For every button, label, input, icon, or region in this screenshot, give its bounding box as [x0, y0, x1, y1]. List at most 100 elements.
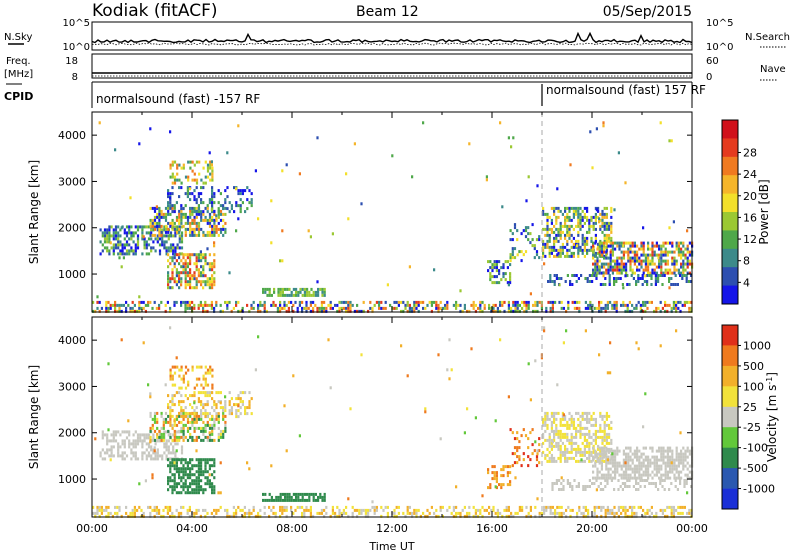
range-gate-cell-0-11 — [114, 306, 117, 310]
range-gate-cell-1-9 — [598, 476, 601, 480]
range-gate-cell-0-11 — [305, 309, 308, 313]
range-gate-cell-1-3 — [191, 491, 194, 495]
range-gate-cell-0-7 — [527, 232, 530, 236]
range-gate-cell-1-2 — [178, 391, 181, 395]
range-gate-cell-0-11 — [428, 300, 431, 304]
range-gate-cell-1-11 — [670, 514, 673, 518]
range-gate-cell-0-9 — [600, 262, 603, 266]
range-gate-cell-1-9 — [636, 458, 639, 462]
range-gate-cell-1-9 — [614, 464, 617, 468]
range-gate-cell-1-3 — [186, 491, 189, 495]
range-gate-cell-0-1 — [186, 215, 190, 219]
range-gate-cell-0-0 — [176, 243, 179, 247]
range-gate-cell-0-3 — [184, 262, 187, 266]
range-gate-cell-0-3 — [173, 265, 176, 269]
range-gate-cell-1-11 — [595, 505, 598, 509]
range-gate-cell-0-10 — [637, 280, 640, 283]
range-gate-cell-1-3 — [191, 464, 194, 468]
range-gate-cell-0-8 — [572, 206, 575, 210]
range-gate-cell-1-8 — [583, 435, 586, 439]
range-gate-cell-0-3 — [171, 274, 174, 278]
range-gate-cell-1-3 — [184, 461, 187, 465]
range-gate-cell-0-11 — [635, 306, 638, 310]
range-gate-cell-1-1 — [213, 423, 216, 427]
range-gate-cell-0-0 — [141, 237, 144, 241]
range-gate-cell-0-8 — [548, 215, 551, 219]
range-gate-cell-1-0 — [165, 457, 168, 461]
range-gate-cell-1-8 — [601, 456, 604, 460]
range-gate-cell-0-12 — [595, 127, 598, 131]
range-gate-cell-1-7 — [527, 455, 530, 459]
range-gate-cell-0-9 — [640, 247, 643, 251]
range-gate-cell-1-8 — [586, 438, 589, 442]
range-gate-cell-0-12 — [122, 256, 125, 260]
range-gate-cell-0-9 — [611, 241, 614, 245]
range-gate-cell-0-12 — [309, 235, 312, 239]
range-gate-cell-0-8 — [581, 215, 584, 219]
range-gate-cell-1-7 — [518, 458, 521, 462]
range-gate-cell-0-10 — [672, 283, 675, 286]
range-gate-cell-0-11 — [96, 306, 99, 310]
range-gate-cell-1-10 — [604, 485, 607, 488]
range-gate-cell-1-8 — [586, 444, 589, 448]
range-gate-cell-1-3 — [186, 476, 189, 480]
range-gate-cell-0-11 — [136, 309, 139, 313]
range-gate-cell-0-3 — [195, 253, 198, 257]
range-gate-cell-1-10 — [674, 479, 677, 482]
range-gate-cell-1-0 — [136, 439, 140, 443]
range-gate-cell-1-8 — [572, 456, 575, 460]
range-gate-cell-1-8 — [592, 432, 595, 436]
range-gate-cell-0-11 — [292, 309, 295, 313]
range-gate-cell-1-11 — [578, 508, 581, 512]
range-gate-cell-0-3 — [184, 253, 187, 257]
range-gate-cell-0-10 — [608, 277, 611, 280]
range-gate-cell-0-8 — [594, 215, 597, 219]
range-gate-cell-1-0 — [145, 448, 148, 452]
range-gate-cell-1-8 — [597, 444, 600, 448]
range-gate-cell-1-3 — [213, 476, 216, 480]
range-gate-cell-0-9 — [605, 268, 608, 272]
range-gate-cell-1-8 — [559, 417, 562, 421]
range-gate-cell-1-3 — [191, 473, 194, 477]
range-gate-cell-0-11 — [488, 306, 491, 310]
range-gate-cell-0-3 — [208, 253, 211, 257]
range-gate-cell-1-11 — [331, 508, 334, 512]
range-gate-cell-0-11 — [210, 300, 213, 304]
range-gate-cell-0-11 — [375, 300, 378, 304]
range-gate-cell-0-7 — [522, 253, 525, 257]
range-gate-cell-1-1 — [149, 426, 152, 430]
range-gate-cell-1-2 — [215, 391, 218, 395]
range-gate-cell-0-0 — [123, 237, 126, 241]
range-gate-cell-1-9 — [642, 446, 645, 450]
range-gate-cell-0-8 — [605, 212, 608, 216]
range-gate-cell-1-0 — [147, 442, 151, 446]
range-gate-cell-0-9 — [682, 271, 685, 275]
range-gate-cell-1-12 — [580, 458, 583, 462]
range-gate-cell-1-11 — [677, 511, 680, 515]
range-gate-cell-1-0 — [117, 454, 120, 458]
range-gate-cell-0-3 — [213, 271, 216, 275]
range-gate-cell-1-10 — [588, 479, 591, 482]
range-gate-cell-0-11 — [246, 303, 249, 307]
range-gate-cell-0-11 — [455, 303, 458, 307]
range-gate-cell-0-11 — [298, 300, 301, 304]
range-gate-cell-0-9 — [651, 256, 654, 260]
range-gate-cell-0-11 — [567, 306, 570, 310]
range-gate-cell-1-8 — [579, 420, 582, 424]
range-gate-cell-1-11 — [338, 514, 341, 518]
range-gate-cell-1-1 — [217, 414, 220, 418]
range-gate-cell-0-8 — [577, 230, 580, 234]
range-gate-cell-0-1 — [191, 227, 194, 231]
range-gate-cell-0-12 — [624, 274, 627, 278]
range-gate-cell-1-11 — [149, 505, 152, 509]
range-gate-cell-0-1 — [224, 221, 227, 225]
range-gate-cell-0-9 — [633, 241, 636, 245]
range-gate-cell-0-3 — [189, 280, 192, 284]
range-gate-cell-0-11 — [158, 303, 161, 307]
range-gate-cell-1-9 — [658, 458, 661, 462]
range-gate-cell-1-2 — [211, 391, 214, 395]
range-gate-cell-1-1 — [197, 417, 201, 421]
range-gate-cell-1-8 — [550, 420, 553, 424]
range-gate-cell-0-4 — [178, 178, 181, 182]
range-gate-cell-1-9 — [633, 452, 636, 456]
